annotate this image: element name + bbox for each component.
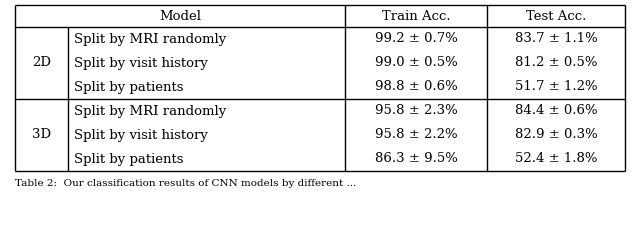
Text: 52.4 ± 1.8%: 52.4 ± 1.8% (515, 153, 597, 165)
Text: Split by patients: Split by patients (74, 81, 184, 94)
Text: Split by MRI randomly: Split by MRI randomly (74, 32, 227, 45)
Text: Split by MRI randomly: Split by MRI randomly (74, 104, 227, 118)
Text: 82.9 ± 0.3%: 82.9 ± 0.3% (515, 128, 597, 141)
Text: 3D: 3D (32, 128, 51, 141)
Text: Table 2:  Our classification results of CNN models by different ...: Table 2: Our classification results of C… (15, 179, 356, 188)
Text: 2D: 2D (32, 57, 51, 69)
Text: 95.8 ± 2.3%: 95.8 ± 2.3% (374, 104, 458, 118)
Text: Test Acc.: Test Acc. (526, 10, 586, 22)
Text: Train Acc.: Train Acc. (381, 10, 451, 22)
Text: 84.4 ± 0.6%: 84.4 ± 0.6% (515, 104, 597, 118)
Text: 83.7 ± 1.1%: 83.7 ± 1.1% (515, 32, 597, 45)
Text: 99.2 ± 0.7%: 99.2 ± 0.7% (374, 32, 458, 45)
Text: 98.8 ± 0.6%: 98.8 ± 0.6% (374, 81, 458, 94)
Text: 51.7 ± 1.2%: 51.7 ± 1.2% (515, 81, 597, 94)
Text: Split by patients: Split by patients (74, 153, 184, 165)
Text: Model: Model (159, 10, 201, 22)
Text: Split by visit history: Split by visit history (74, 128, 208, 141)
Text: 95.8 ± 2.2%: 95.8 ± 2.2% (374, 128, 458, 141)
Text: 81.2 ± 0.5%: 81.2 ± 0.5% (515, 57, 597, 69)
Text: Split by visit history: Split by visit history (74, 57, 208, 69)
Text: 86.3 ± 9.5%: 86.3 ± 9.5% (374, 153, 458, 165)
Text: 99.0 ± 0.5%: 99.0 ± 0.5% (374, 57, 458, 69)
